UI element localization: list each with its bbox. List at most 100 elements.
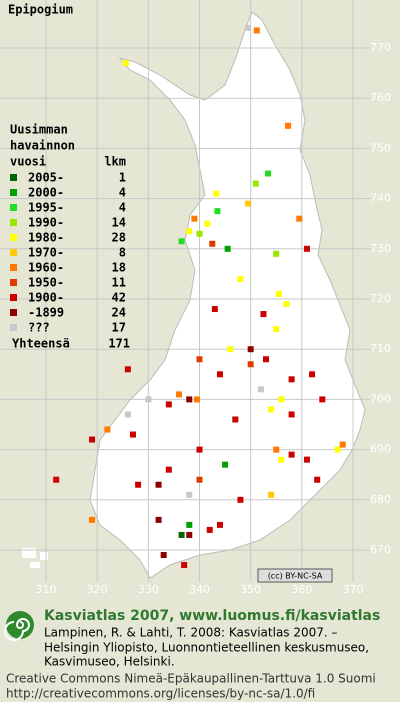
legend-count: 14	[112, 216, 126, 230]
legend-count: 4	[119, 186, 126, 200]
x-tick-label: 350	[240, 583, 261, 596]
y-tick-label: 750	[370, 141, 391, 154]
observation	[283, 301, 290, 308]
observation	[124, 411, 131, 418]
observation	[216, 521, 223, 528]
observation	[129, 431, 136, 438]
license-url: http://creativecommons.org/licenses/by-n…	[6, 687, 315, 701]
legend-swatch	[10, 219, 17, 226]
legend-count: 1	[119, 171, 126, 185]
observation	[104, 426, 111, 433]
observation	[296, 215, 303, 222]
observation	[232, 416, 239, 423]
legend-label: 1900-	[28, 291, 64, 305]
observation	[237, 496, 244, 503]
observation	[196, 476, 203, 483]
observation	[178, 531, 185, 538]
legend-count: 8	[119, 246, 126, 260]
observation	[288, 376, 295, 383]
license: Creative Commons Nimeä-Epäkaupallinen-Ta…	[6, 672, 376, 686]
x-tick-label: 320	[87, 583, 108, 596]
y-tick-label: 690	[370, 443, 391, 456]
y-tick-label: 740	[370, 192, 391, 205]
observation	[155, 481, 162, 488]
x-tick-label: 330	[138, 583, 159, 596]
legend-swatch	[10, 189, 17, 196]
legend-count: 28	[112, 231, 126, 245]
observation	[319, 396, 326, 403]
observation	[178, 238, 185, 245]
observation	[211, 306, 218, 313]
observation	[214, 208, 221, 215]
observation	[165, 466, 172, 473]
observation	[268, 491, 275, 498]
observation	[196, 356, 203, 363]
observation	[303, 456, 310, 463]
legend-header: havainnon	[10, 139, 75, 153]
legend-count-header: lkm	[104, 155, 126, 169]
observation	[339, 441, 346, 448]
observation	[334, 446, 341, 453]
observation	[227, 346, 234, 353]
observations	[53, 24, 346, 569]
finland-outline	[89, 11, 366, 579]
x-tick-label: 310	[36, 583, 57, 596]
observation	[275, 290, 282, 297]
y-tick-label: 730	[370, 242, 391, 255]
legend-swatch	[10, 204, 17, 211]
legend-swatch	[10, 249, 17, 256]
license-badge-text: (cc) BY-NC-SA	[268, 572, 323, 581]
observation	[247, 346, 254, 353]
legend-count: 24	[112, 306, 126, 320]
observation	[245, 24, 252, 31]
y-tick-label: 670	[370, 543, 391, 556]
observation	[155, 516, 162, 523]
observation	[247, 361, 254, 368]
observation	[224, 245, 231, 252]
observation	[206, 526, 213, 533]
legend-swatch	[10, 279, 17, 286]
observation	[181, 562, 188, 569]
x-tick-label: 370	[343, 583, 364, 596]
observation	[135, 481, 142, 488]
legend: 2005- 1 2000- 4 1995- 4 1990- 14 1980- 28 1970- 8 19…	[10, 171, 126, 335]
reference: Helsingin Yliopisto, Luonnontieteellinen…	[44, 641, 369, 655]
legend-swatch	[10, 234, 17, 241]
legend-count: 11	[112, 276, 126, 290]
observation	[193, 396, 200, 403]
observation	[176, 391, 183, 398]
y-tick-label: 710	[370, 342, 391, 355]
x-tick-label: 340	[189, 583, 210, 596]
y-tick-label: 760	[370, 91, 391, 104]
license-badge	[257, 568, 333, 583]
observation	[273, 446, 280, 453]
observation	[288, 451, 295, 458]
y-tick-label: 700	[370, 392, 391, 405]
site-title: Kasviatlas 2007, www.luomus.fi/kasviatla…	[44, 608, 380, 624]
observation	[288, 411, 295, 418]
grid: 310 320 330 340 350 360 370 670 680 690 700 710 720 7…	[0, 0, 391, 596]
observation	[268, 406, 275, 413]
legend-swatch	[10, 174, 17, 181]
observation	[237, 275, 244, 282]
observation	[309, 371, 316, 378]
observation	[53, 476, 60, 483]
legend-total: 171	[108, 337, 130, 351]
legend-header: vuosi	[10, 155, 46, 169]
legend-label: 2000-	[28, 186, 64, 200]
observation	[252, 180, 259, 187]
legend-count: 17	[112, 321, 126, 335]
observation	[265, 170, 272, 177]
observation	[273, 326, 280, 333]
observation	[303, 245, 310, 252]
observation	[165, 401, 172, 408]
legend-label: 1960-	[28, 261, 64, 275]
legend-swatch	[10, 309, 17, 316]
logo	[4, 611, 34, 641]
observation	[186, 228, 193, 235]
observation	[216, 371, 223, 378]
observation	[222, 461, 229, 468]
y-tick-label: 770	[370, 41, 391, 54]
